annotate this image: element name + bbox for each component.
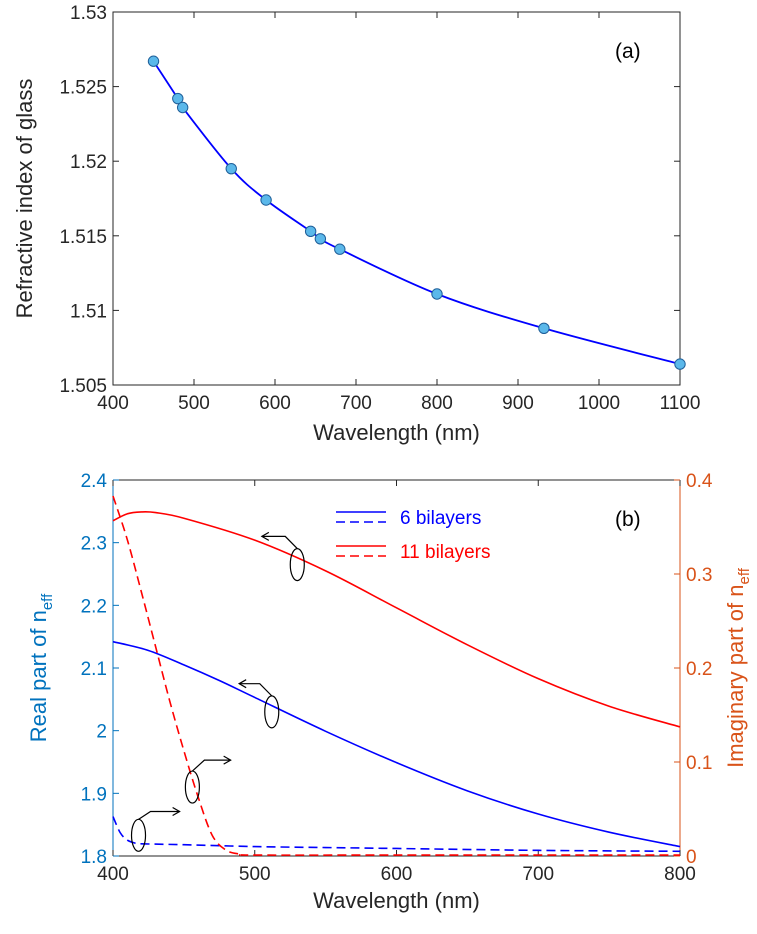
- panel-b-xtick-label: 400: [97, 864, 129, 885]
- panel-a-data-point: [304, 225, 317, 238]
- panel-b-ytick-right-label: 0.3: [686, 565, 712, 586]
- annotation-connector: [138, 810, 180, 820]
- panel-a-data-point: [674, 358, 686, 370]
- annotation-ellipse: [264, 695, 280, 729]
- series-line-0-real: [112, 640, 681, 848]
- panel-a-tag: (a): [615, 40, 641, 63]
- panel-a-frame: [112, 11, 681, 386]
- annotation-1: [237, 679, 280, 729]
- legend: 6 bilayers 11 bilayers: [336, 508, 490, 563]
- panel-b-ytick-left-label: 2: [96, 722, 107, 743]
- series-line-2-real: [112, 510, 681, 728]
- annotation-connector: [191, 759, 231, 772]
- panel-b-ytick-right-label: 0.1: [686, 753, 712, 774]
- annotation-2: [184, 755, 232, 804]
- panel-b-ytick-right-label: 0.2: [686, 659, 712, 680]
- panel-a-data-point: [172, 92, 184, 105]
- annotation-connector: [239, 683, 273, 697]
- panel-b-tag: (b): [615, 508, 641, 531]
- panel-b-ylabel-left-main: Real part of n: [26, 610, 51, 742]
- legend-entry-label: 6 bilayers: [400, 508, 481, 529]
- panel-a-xtick-label: 1100: [660, 393, 701, 414]
- annotation-3: [130, 806, 181, 852]
- panel-b-ylabel-right-main: Imaginary part of n: [723, 584, 748, 767]
- panel-b-ylabel-right: Imaginary part of neff: [723, 567, 753, 768]
- panel-b-ytick-left-label: 2.1: [81, 659, 107, 680]
- panel-a-ytick-label: 1.51: [70, 301, 107, 322]
- panel-b-xtick-label: 700: [522, 864, 554, 885]
- panel-a-ytick-label: 1.53: [70, 3, 107, 24]
- panel-a-data-point: [334, 243, 346, 255]
- panel-a-xtick-label: 500: [178, 393, 210, 414]
- annotation-ellipse: [289, 547, 305, 582]
- panel-a-xtick-label: 1000: [578, 393, 620, 414]
- panel-a-data-point: [260, 194, 272, 206]
- series-line-3-imag: [112, 495, 680, 856]
- panel-a-data-point: [538, 322, 550, 335]
- panel-a-xtick-label: 400: [97, 393, 129, 414]
- panel-b-ylabel-right-sub: eff: [736, 567, 753, 584]
- panel-a-ylabel: Refractive index of glass: [12, 79, 37, 319]
- panel-b-xtick-label: 500: [239, 864, 271, 885]
- panel-a-data-point: [176, 101, 189, 114]
- annotation-arrowhead: [237, 679, 247, 689]
- panel-b: 400 500 600 700 800 1.8 1.9 2 2.1 2.2 2.3 2.4 0 0.1 0.…: [26, 471, 753, 913]
- panel-b-ytick-left-label: 2.3: [81, 534, 107, 555]
- panel-a-data-point: [431, 288, 443, 300]
- panel-a-ytick-label: 1.52: [70, 152, 107, 173]
- annotation-0: [260, 531, 305, 582]
- panel-b-ylabel-left-sub: eff: [39, 593, 56, 610]
- panel-b-xlabel: Wavelength (nm): [313, 888, 480, 913]
- panel-a-xlabel: Wavelength (nm): [313, 420, 480, 445]
- panel-b-ytick-left-label: 1.8: [81, 847, 107, 868]
- panel-b-ytick-left-label: 1.9: [81, 784, 107, 805]
- panel-a-ytick-label: 1.515: [59, 227, 107, 248]
- panel-a-data-point: [314, 233, 327, 245]
- panel-a-ytick-label: 1.505: [59, 376, 107, 397]
- panel-b-ytick-right-label: 0.4: [686, 471, 713, 492]
- panel-b-ytick-left-label: 2.4: [81, 471, 108, 492]
- panel-a-ytick-label: 1.525: [59, 78, 107, 99]
- panel-b-xtick-label: 600: [381, 864, 413, 885]
- annotation-ellipse: [184, 770, 200, 804]
- annotation-connector: [261, 535, 298, 550]
- panel-b-ytick-left-label: 2.2: [81, 596, 107, 617]
- panel-a-xtick-label: 600: [259, 393, 291, 414]
- annotation-arrowhead: [223, 755, 232, 765]
- panel-a-xtick-label: 700: [340, 393, 372, 414]
- annotation-arrowhead: [260, 531, 270, 541]
- panel-b-ylabel-left: Real part of neff: [26, 593, 56, 742]
- panel-b-xtick-label: 800: [664, 864, 696, 885]
- panel-a-data-point: [225, 162, 237, 175]
- panel-a-data-point: [147, 55, 160, 67]
- series-line-1-imag: [112, 816, 681, 853]
- panel-a-xtick-label: 800: [421, 393, 453, 414]
- panel-b-ytick-right-label: 0: [686, 847, 697, 868]
- annotation-arrowhead: [172, 806, 181, 817]
- panel-a-xtick-label: 900: [502, 393, 534, 414]
- annotation-ellipse: [130, 818, 147, 852]
- panel-a: 400 500 600 700 800 900 1000 1100 1.505 1.51 1.515…: [12, 3, 700, 445]
- panel-a-fit-line: [152, 60, 681, 365]
- legend-entry-label: 11 bilayers: [400, 542, 490, 563]
